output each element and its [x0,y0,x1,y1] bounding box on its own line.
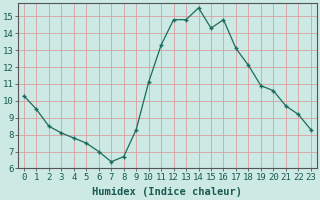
X-axis label: Humidex (Indice chaleur): Humidex (Indice chaleur) [92,187,242,197]
